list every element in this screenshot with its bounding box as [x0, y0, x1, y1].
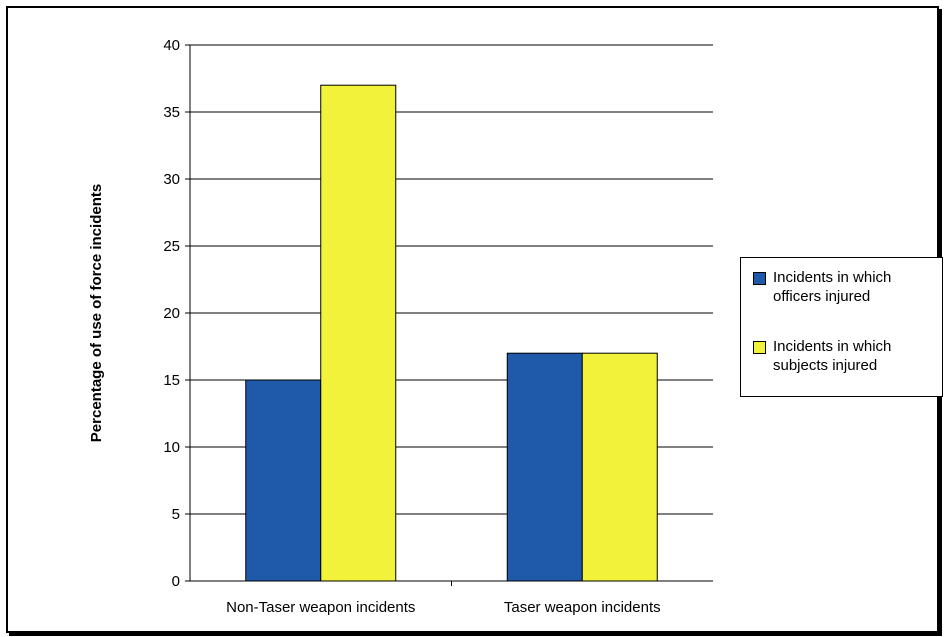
legend-label-officers: Incidents in which officers injured [773, 269, 892, 305]
legend-item-officers: Incidents in which officers injured [753, 268, 933, 306]
legend-item-subjects: Incidents in which subjects injured [753, 337, 933, 375]
y-tick-label-10: 10 [163, 439, 180, 456]
legend: Incidents in which officers injured Inci… [740, 257, 943, 397]
x-tick-label-0: Non-Taser weapon incidents [226, 599, 415, 616]
y-tick-label-35: 35 [163, 104, 180, 121]
bar-subjects-0 [320, 84, 397, 582]
y-tick-label-40: 40 [163, 37, 180, 54]
x-tick-labels: Non-Taser weapon incidents Taser weapon i… [226, 581, 661, 616]
y-tick-label-25: 25 [163, 238, 180, 255]
bar-subjects-1 [581, 352, 658, 582]
y-tick-label-20: 20 [163, 305, 180, 322]
y-tick-label-5: 5 [172, 506, 180, 523]
y-tick-labels: 0 5 10 15 20 25 30 35 40 [163, 37, 190, 590]
y-tick-label-30: 30 [163, 171, 180, 188]
x-tick-label-1: Taser weapon incidents [504, 599, 661, 616]
y-tick-label-15: 15 [163, 372, 180, 389]
legend-label-subjects: Incidents in which subjects injured [773, 338, 892, 374]
y-tick-label-0: 0 [172, 573, 180, 590]
bar-officers-0 [245, 379, 322, 582]
y-axis-label: Percentage of use of force incidents [88, 184, 105, 442]
bar-officers-1 [506, 352, 583, 582]
bars [245, 84, 658, 582]
legend-swatch-subjects [753, 341, 766, 354]
legend-swatch-officers [753, 272, 766, 285]
